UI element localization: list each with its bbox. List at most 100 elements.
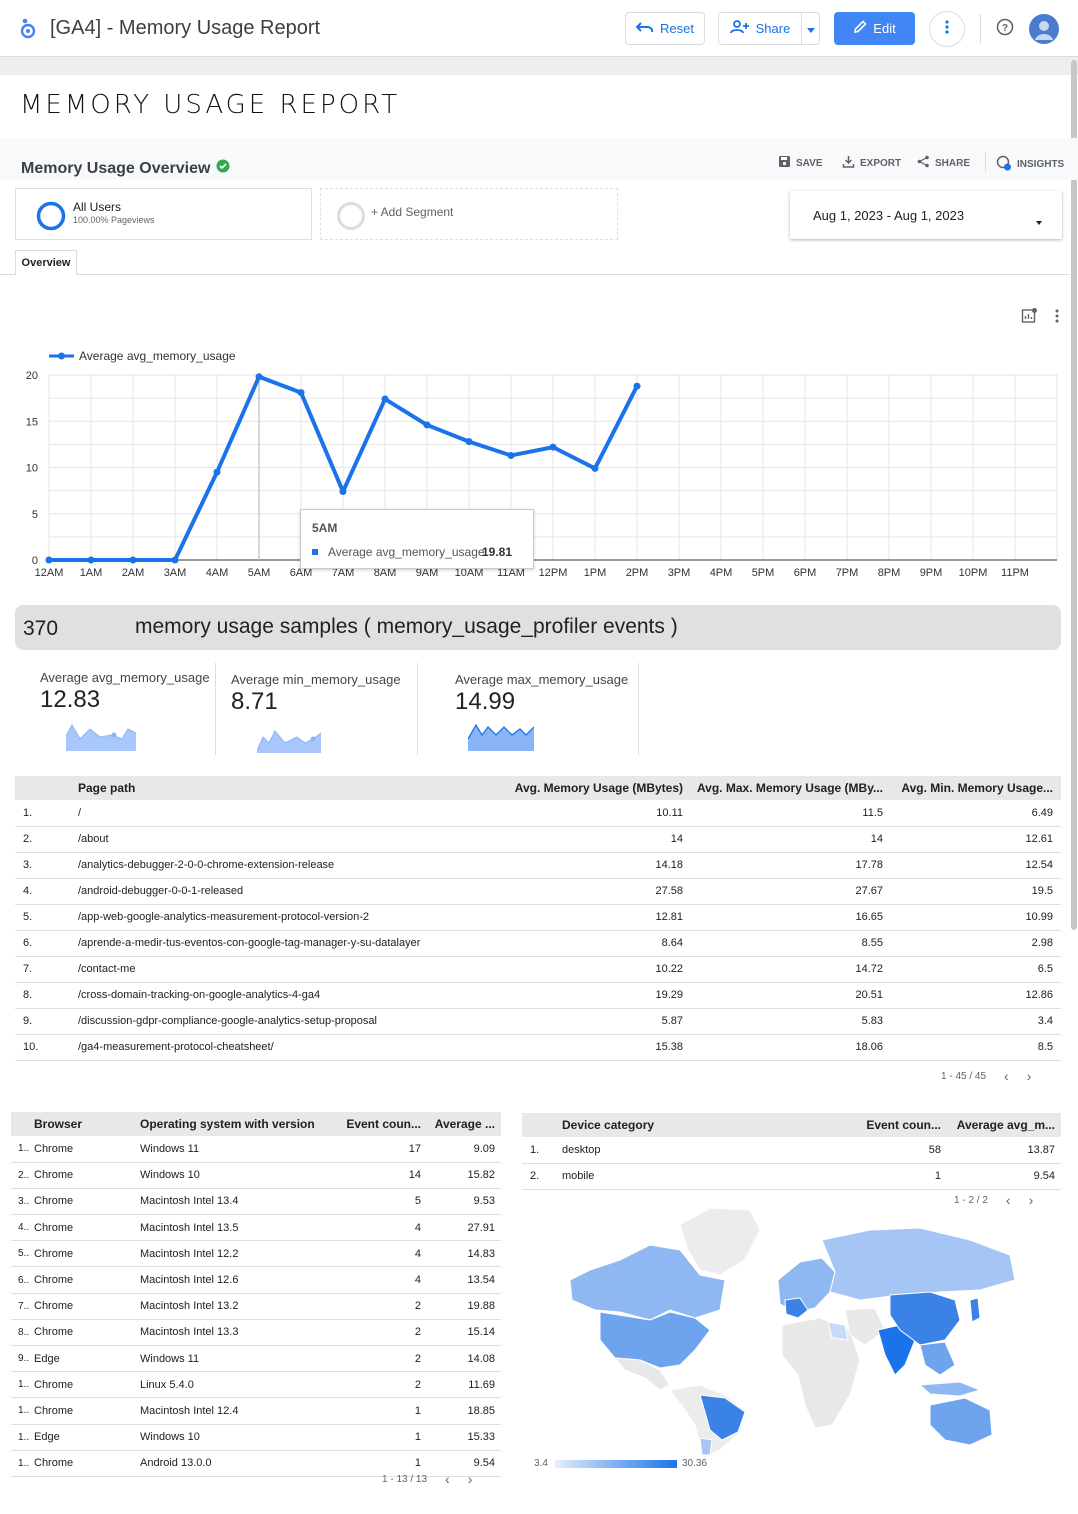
table-row[interactable]: 3.. Chrome Macintosh Intel 13.4 5 9.53 bbox=[11, 1188, 501, 1216]
more-options-button[interactable] bbox=[929, 11, 965, 47]
table-row[interactable]: 9./discussion-gdpr-compliance-google-ana… bbox=[15, 1008, 1061, 1035]
table-row[interactable]: 2./about 14 14 12.61 bbox=[15, 826, 1061, 853]
export-action[interactable]: EXPORT bbox=[842, 155, 901, 171]
table-cell: 15.38 bbox=[478, 1034, 685, 1061]
table-cell: Windows 10 bbox=[140, 1162, 345, 1189]
table-row[interactable]: 10./ga4-measurement-protocol-cheatsheet/… bbox=[15, 1034, 1061, 1061]
table-row[interactable]: 1./10.11 11.5 6.49 bbox=[15, 800, 1061, 827]
data-point[interactable] bbox=[381, 395, 389, 403]
table-row[interactable]: 1.. Edge Windows 10 1 15.33 bbox=[11, 1424, 501, 1451]
segment-all-users[interactable]: All Users 100.00% Pageviews bbox=[15, 188, 312, 240]
data-point[interactable] bbox=[633, 382, 641, 390]
edit-button[interactable]: Edit bbox=[834, 12, 915, 45]
chevron-right-icon[interactable]: › bbox=[1028, 1192, 1034, 1208]
table-row[interactable]: 6.. Chrome Macintosh Intel 12.6 4 13.54 bbox=[11, 1266, 501, 1294]
column-header-event-count[interactable]: Event coun... bbox=[345, 1112, 423, 1136]
world-map[interactable] bbox=[560, 1200, 1025, 1455]
chevron-left-icon[interactable]: ‹ bbox=[445, 1471, 450, 1487]
table-row[interactable]: 1.. Chrome Android 13.0.0 1 9.54 bbox=[11, 1450, 501, 1477]
table-cell: 14.18 bbox=[478, 852, 685, 879]
column-header-avg-max-memory[interactable]: Avg. Max. Memory Usage (MBy... bbox=[685, 776, 891, 800]
x-tick-label: 10PM bbox=[959, 567, 988, 579]
x-tick-label: 2AM bbox=[122, 567, 145, 579]
table-cell: 5. bbox=[15, 904, 78, 931]
memory-usage-line-chart[interactable]: 0 5 10 15 20 12AM 1AM 2AM 3AM 4AM 5AM 6AM 7AM 8AM 9AM 1… bbox=[0, 340, 1078, 590]
reset-button[interactable]: Reset bbox=[625, 12, 705, 45]
table-row[interactable]: 1. desktop 58 13.87 bbox=[522, 1137, 1061, 1164]
table-row[interactable]: 5./app-web-google-analytics-measurement-… bbox=[15, 904, 1061, 931]
insights-icon bbox=[996, 155, 1012, 174]
table-cell: 9.54 bbox=[423, 1450, 501, 1477]
data-point[interactable] bbox=[45, 556, 53, 564]
data-point[interactable] bbox=[255, 373, 263, 381]
table-row[interactable]: 8.. Chrome Macintosh Intel 13.3 2 15.14 bbox=[11, 1319, 501, 1347]
share-button[interactable]: Share bbox=[718, 12, 802, 45]
data-point[interactable] bbox=[297, 389, 305, 397]
data-point[interactable] bbox=[213, 468, 221, 476]
data-point[interactable] bbox=[507, 451, 515, 459]
table-row[interactable]: 1.. Chrome Windows 11 17 9.09 bbox=[11, 1136, 501, 1163]
chevron-right-icon[interactable]: › bbox=[467, 1471, 473, 1487]
chart-menu-icon[interactable] bbox=[1055, 309, 1059, 328]
table-row[interactable]: 2.. Chrome Windows 10 14 15.82 bbox=[11, 1162, 501, 1189]
share-action[interactable]: SHARE bbox=[917, 155, 970, 171]
data-point[interactable] bbox=[171, 556, 179, 564]
column-header-event-count[interactable]: Event coun... bbox=[802, 1113, 943, 1137]
table-cell: 4 bbox=[345, 1214, 423, 1242]
x-tick-label: 3PM bbox=[668, 567, 691, 579]
share-dropdown-button[interactable] bbox=[801, 12, 820, 45]
table-cell: 15.14 bbox=[423, 1319, 501, 1347]
table-row[interactable]: 4.. Chrome Macintosh Intel 13.5 4 27.91 bbox=[11, 1214, 501, 1242]
table-row[interactable]: 7./contact-me 10.22 14.72 6.5 bbox=[15, 956, 1061, 983]
looker-studio-logo-icon[interactable] bbox=[18, 16, 38, 45]
chevron-left-icon[interactable]: ‹ bbox=[1004, 1068, 1009, 1084]
save-action-label: SAVE bbox=[796, 157, 823, 169]
avatar[interactable] bbox=[1026, 11, 1062, 47]
kpi-avg-value: 12.83 bbox=[40, 686, 101, 713]
vertical-scrollbar[interactable] bbox=[1071, 60, 1077, 930]
table-row[interactable]: 5.. Chrome Macintosh Intel 12.2 4 14.83 bbox=[11, 1240, 501, 1268]
table-row[interactable]: 3./analytics-debugger-2-0-0-chrome-exten… bbox=[15, 852, 1061, 879]
column-header-avg-min-memory[interactable]: Avg. Min. Memory Usage... bbox=[891, 776, 1061, 800]
table-row[interactable]: 4./android-debugger-0-0-1-released 27.58 2… bbox=[15, 878, 1061, 905]
column-header-average[interactable]: Average avg_m... bbox=[943, 1113, 1061, 1137]
table-row[interactable]: 7.. Chrome Macintosh Intel 13.2 2 19.88 bbox=[11, 1293, 501, 1320]
data-point[interactable] bbox=[87, 556, 95, 564]
help-button[interactable]: ? bbox=[987, 11, 1023, 47]
data-point[interactable] bbox=[339, 488, 347, 496]
table-header-row: Device category Event coun... Average av… bbox=[522, 1113, 1061, 1137]
column-header-device-category[interactable]: Device category bbox=[562, 1113, 802, 1137]
table-cell: 11.69 bbox=[423, 1371, 501, 1399]
column-header-avg-memory[interactable]: Avg. Memory Usage (MBytes) bbox=[478, 776, 685, 800]
table-cell: 1.. bbox=[11, 1371, 34, 1399]
column-header-os[interactable]: Operating system with version bbox=[140, 1112, 345, 1136]
table-cell: /android-debugger-0-0-1-released bbox=[78, 878, 478, 905]
save-action[interactable]: SAVE bbox=[778, 155, 823, 171]
table-row[interactable]: 8./cross-domain-tracking-on-google-analy… bbox=[15, 982, 1061, 1009]
chevron-left-icon[interactable]: ‹ bbox=[1005, 1192, 1011, 1208]
date-range-picker[interactable]: Aug 1, 2023 - Aug 1, 2023 bbox=[790, 191, 1062, 239]
chevron-right-icon[interactable]: › bbox=[1026, 1068, 1032, 1084]
table-cell: 1 bbox=[345, 1450, 423, 1477]
table-row[interactable]: 1.. Chrome Linux 5.4.0 2 11.69 bbox=[11, 1371, 501, 1399]
data-point[interactable] bbox=[423, 421, 431, 429]
add-segment-button[interactable]: + Add Segment bbox=[320, 188, 618, 240]
table-row[interactable]: 9.. Edge Windows 11 2 14.08 bbox=[11, 1345, 501, 1373]
explore-chart-icon[interactable] bbox=[1021, 307, 1038, 329]
data-point[interactable] bbox=[591, 464, 599, 472]
table-row[interactable]: 6./aprende-a-medir-tus-eventos-con-googl… bbox=[15, 930, 1061, 957]
add-person-icon bbox=[729, 20, 750, 37]
add-segment-label: + Add Segment bbox=[371, 205, 454, 219]
table-row[interactable]: 1.. Chrome Macintosh Intel 12.4 1 18.85 bbox=[11, 1397, 501, 1425]
table-cell: 2. bbox=[522, 1163, 562, 1190]
column-header-average[interactable]: Average ... bbox=[423, 1112, 501, 1136]
column-header-browser[interactable]: Browser bbox=[34, 1112, 140, 1136]
data-point[interactable] bbox=[465, 438, 473, 446]
insights-action[interactable]: INSIGHTS bbox=[996, 155, 1064, 174]
data-point[interactable] bbox=[129, 556, 137, 564]
data-point[interactable] bbox=[549, 443, 557, 451]
tab-overview[interactable]: Overview bbox=[15, 250, 77, 275]
x-tick-label: 7PM bbox=[836, 567, 859, 579]
table-row[interactable]: 2. mobile 1 9.54 bbox=[522, 1163, 1061, 1190]
column-header-page-path[interactable]: Page path bbox=[78, 776, 478, 800]
